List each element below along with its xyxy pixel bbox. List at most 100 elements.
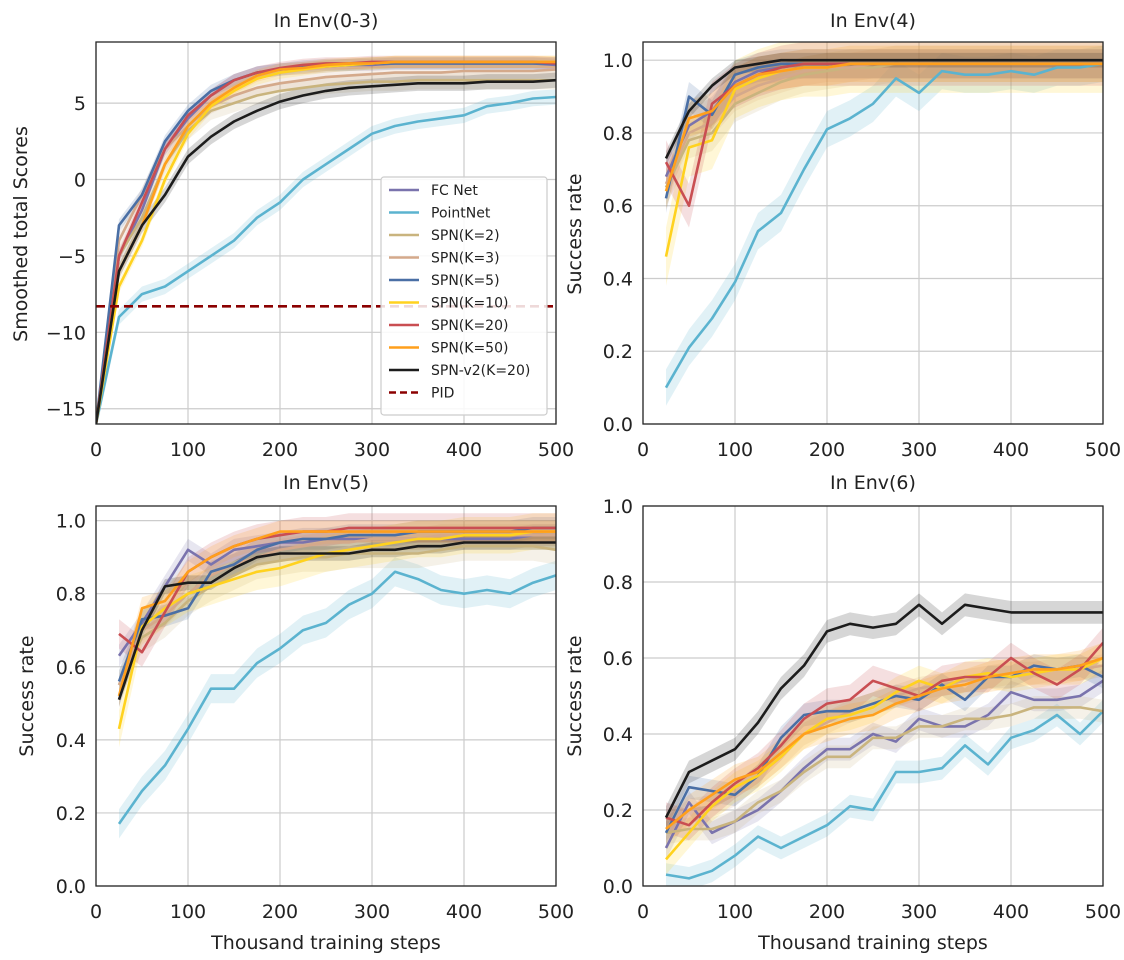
- x-tick-label: 300: [354, 901, 390, 923]
- x-tick-label: 0: [637, 439, 649, 461]
- series-line-spn-v2-k-20: [664, 58, 1103, 159]
- legend-item-spn-k-50: SPN(K=50): [389, 341, 508, 357]
- legend-label: PID: [431, 386, 454, 402]
- series-line-spn-k-10: [665, 656, 1103, 861]
- y-axis-label: Success rate: [16, 635, 38, 756]
- band-spn-k-3: [666, 654, 1103, 841]
- x-tick-label: 100: [170, 439, 206, 461]
- legend-item-spn-k-2: SPN(K=2): [389, 228, 500, 244]
- y-tick-label: 0.4: [603, 724, 633, 746]
- series-line-spn-k-2: [665, 706, 1103, 835]
- x-axis-label: Thousand training steps: [210, 932, 441, 954]
- x-tick-label: 0: [637, 901, 649, 923]
- band-fc-net: [119, 524, 556, 667]
- panel-title: In Env(0-3): [274, 10, 379, 32]
- band-spn-k-5: [119, 517, 556, 693]
- x-tick-label: 0: [90, 901, 102, 923]
- series-line-spn-k-10: [117, 530, 556, 730]
- series-line-pointnet: [96, 95, 556, 424]
- legend-item-fc-net: FC Net: [389, 183, 478, 199]
- panel-title: In Env(5): [283, 472, 369, 494]
- legend-label: SPN(K=3): [431, 251, 500, 267]
- series-line-spn-k-50: [664, 62, 1103, 192]
- x-tick-label: 200: [262, 439, 298, 461]
- y-tick-label: −5: [58, 246, 86, 268]
- y-tick-label: 0.6: [603, 196, 633, 218]
- panel-title: In Env(6): [830, 472, 916, 494]
- plot-area: [96, 55, 556, 424]
- axes-frame: [95, 41, 557, 425]
- y-axis-label: Success rate: [564, 173, 586, 294]
- plot-area: [664, 593, 1103, 886]
- series-line-spn-k-50: [117, 530, 556, 697]
- plot-area: [664, 42, 1103, 406]
- band-spn-k-20: [666, 627, 1103, 841]
- legend-label: SPN(K=50): [431, 341, 508, 357]
- x-tick-label: 0: [90, 439, 102, 461]
- legend-label: SPN(K=10): [431, 296, 508, 312]
- legend-item-spn-k-3: SPN(K=3): [389, 251, 500, 267]
- y-tick-label: 0.0: [603, 876, 633, 898]
- legend-label: SPN(K=20): [431, 318, 508, 334]
- y-tick-label: 0.2: [603, 341, 633, 363]
- x-tick-label: 200: [809, 439, 845, 461]
- y-tick-label: 1.0: [56, 511, 86, 533]
- panel-title: In Env(4): [830, 10, 916, 32]
- band-spn-k-20: [666, 42, 1103, 228]
- x-tick-label: 500: [538, 439, 574, 461]
- x-tick-label: 100: [717, 901, 753, 923]
- x-tick-label: 500: [1085, 439, 1121, 461]
- legend-item-spn-k-20: SPN(K=20): [389, 318, 508, 334]
- series-line-spn-k-50: [96, 60, 556, 424]
- series-line-spn-v2-k-20: [117, 541, 556, 701]
- y-tick-label: 1.0: [603, 496, 633, 518]
- series-line-pointnet: [664, 62, 1103, 389]
- y-tick-label: 5: [74, 93, 86, 115]
- x-tick-label: 400: [993, 901, 1029, 923]
- band-spn-k-20: [119, 513, 556, 667]
- y-tick-label: 1.0: [603, 50, 633, 72]
- legend-item-spn-k-10: SPN(K=10): [389, 296, 508, 312]
- legend-label: SPN(K=5): [431, 273, 500, 289]
- band-spn-k-10: [666, 642, 1103, 875]
- x-tick-label: 300: [354, 439, 390, 461]
- y-tick-label: −10: [46, 322, 86, 344]
- axes-frame: [642, 41, 1104, 425]
- band-spn-k-5: [666, 654, 1103, 845]
- y-tick-label: 0.8: [603, 123, 633, 145]
- band-spn-k-50: [666, 642, 1103, 845]
- series-line-spn-k-2: [117, 544, 556, 686]
- y-tick-label: 0: [74, 170, 86, 192]
- y-tick-label: 0.6: [56, 657, 86, 679]
- legend-item-spn-v2-k-20: SPN-v2(K=20): [389, 363, 530, 379]
- x-tick-label: 200: [809, 901, 845, 923]
- legend-item-pointnet: PointNet: [389, 206, 491, 222]
- series-line-spn-v2-k-20: [96, 78, 556, 424]
- band-pointnet: [666, 45, 1103, 406]
- x-tick-label: 500: [538, 901, 574, 923]
- series-line-pointnet: [665, 710, 1103, 880]
- x-tick-label: 400: [993, 439, 1029, 461]
- y-tick-label: 0.2: [603, 800, 633, 822]
- legend-item-spn-k-5: SPN(K=5): [389, 273, 500, 289]
- series-line-spn-v2-k-20: [664, 603, 1103, 819]
- y-tick-label: −15: [46, 399, 86, 421]
- series-line-fc-net: [117, 533, 556, 657]
- band-spn-k-3: [666, 49, 1103, 199]
- x-tick-label: 100: [717, 439, 753, 461]
- legend-item-pid: PID: [389, 386, 454, 402]
- y-tick-label: 0.0: [603, 414, 633, 436]
- panel-env-5: In Env(5) Success rate Thousand training…: [16, 472, 574, 954]
- x-tick-label: 300: [901, 901, 937, 923]
- panel-env-4: In Env(4) Success rate 0 100 200 300 400 500 0…: [564, 10, 1121, 461]
- legend-label: PointNet: [431, 206, 491, 222]
- band-spn-v2-k-20: [666, 593, 1103, 829]
- x-tick-label: 400: [446, 901, 482, 923]
- y-axis-label: Success rate: [564, 635, 586, 756]
- x-axis-label: Thousand training steps: [757, 932, 988, 954]
- plot-area: [117, 513, 556, 839]
- legend-label: FC Net: [431, 183, 478, 199]
- x-tick-label: 500: [1085, 901, 1121, 923]
- legend-label: SPN-v2(K=20): [431, 363, 530, 379]
